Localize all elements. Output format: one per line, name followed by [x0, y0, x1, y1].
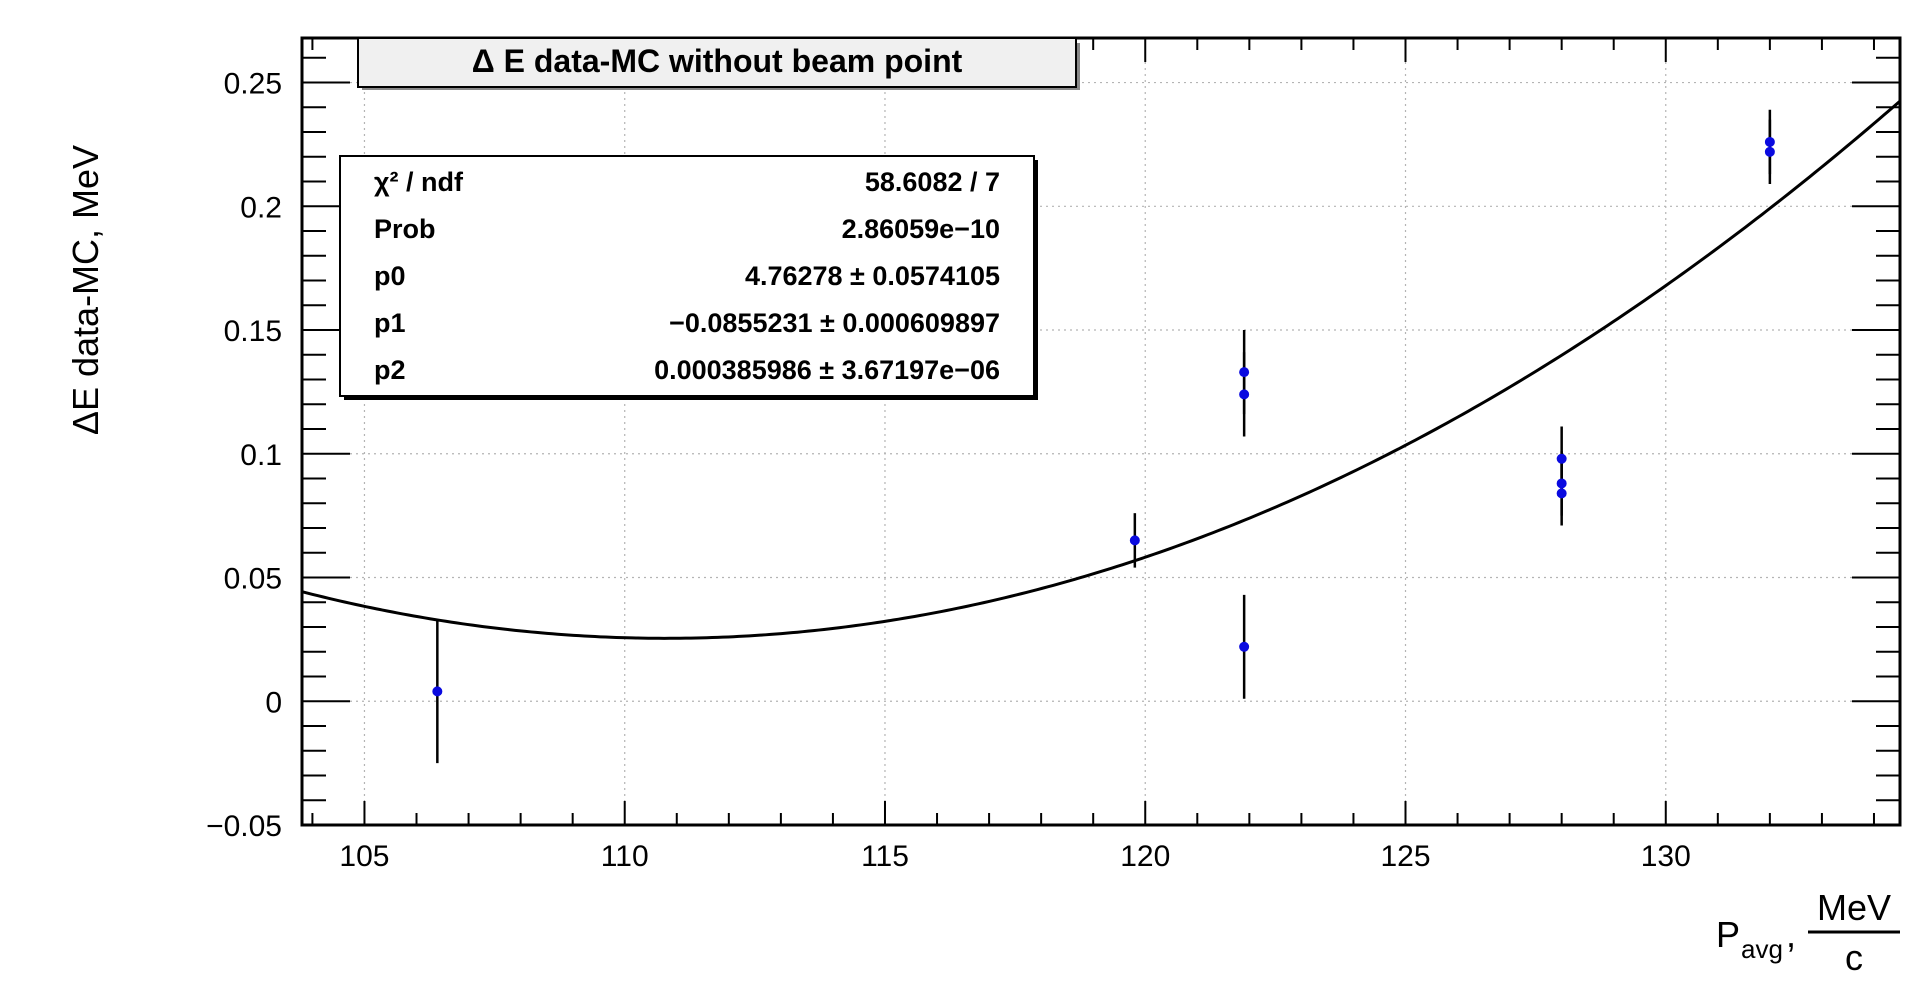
data-point [1556, 478, 1567, 489]
y-tick-label: −0.05 [206, 810, 282, 843]
stats-row-value: 4.76278 ± 0.0574105 [745, 261, 1000, 291]
x-tick-label: 110 [601, 840, 649, 873]
y-tick-label: 0.05 [224, 563, 282, 596]
plot-frame [300, 36, 1902, 827]
stats-row-value: −0.0855231 ± 0.000609897 [669, 308, 1000, 338]
x-axis-title-subscript: avg [1741, 934, 1783, 964]
x-tick-label: 125 [1380, 840, 1430, 873]
x-tick-label: 120 [1120, 840, 1170, 873]
x-axis-unit-denominator: c [1845, 937, 1863, 978]
stats-row-value: 2.86059e−10 [842, 214, 1000, 244]
stats-row-value: 58.6082 / 7 [865, 167, 1000, 197]
fit-stats-box: χ² / ndf 58.6082 / 7 Prob 2.86059e−10 p0 4.76… [339, 155, 1038, 400]
data-points [432, 109, 1775, 764]
x-axis-unit-numerator: MeV [1817, 887, 1891, 928]
chart-title: Δ E data-MC without beam point [472, 43, 963, 79]
stats-row-label: p1 [374, 308, 406, 338]
tick-labels: 105 110 115 120 125 130 −0.05 0 0.05 0.1 0.15 0.2 0.… [206, 68, 1691, 873]
fit-curve-group [301, 99, 1901, 640]
chart-title-box: Δ E data-MC without beam point [357, 37, 1080, 90]
x-axis-title: P avg , MeV c [1716, 887, 1900, 978]
stats-row-label: p2 [374, 355, 406, 385]
data-point [1556, 453, 1567, 464]
stats-row-label: p0 [374, 261, 406, 291]
x-axis-title-separator: , [1786, 914, 1796, 955]
fit-curve [301, 99, 1901, 640]
y-tick-label: 0 [265, 686, 282, 719]
data-point [1239, 367, 1250, 378]
x-tick-label: 130 [1641, 840, 1691, 873]
data-point [1764, 136, 1775, 147]
data-point [432, 686, 443, 697]
y-tick-label: 0.1 [240, 439, 282, 472]
data-point [1129, 535, 1140, 546]
y-axis-title: ΔE data-MC, MeV [65, 145, 106, 435]
y-tick-label: 0.2 [240, 191, 282, 224]
data-point [1556, 488, 1567, 499]
data-point [1239, 389, 1250, 400]
x-tick-label: 115 [861, 840, 909, 873]
stats-row-label: Prob [374, 214, 436, 244]
x-axis-title-main: P [1716, 914, 1740, 955]
data-point [1239, 641, 1250, 652]
fit-stats-rows: χ² / ndf 58.6082 / 7 Prob 2.86059e−10 p0 4.76… [374, 167, 1000, 385]
data-point [1764, 146, 1775, 157]
x-tick-label: 105 [339, 840, 389, 873]
y-tick-label: 0.15 [224, 315, 282, 348]
stats-row-label: χ² / ndf [374, 167, 464, 197]
y-tick-label: 0.25 [224, 68, 282, 101]
stats-row-value: 0.000385986 ± 3.67197e−06 [654, 355, 1000, 385]
grid [302, 38, 1900, 825]
